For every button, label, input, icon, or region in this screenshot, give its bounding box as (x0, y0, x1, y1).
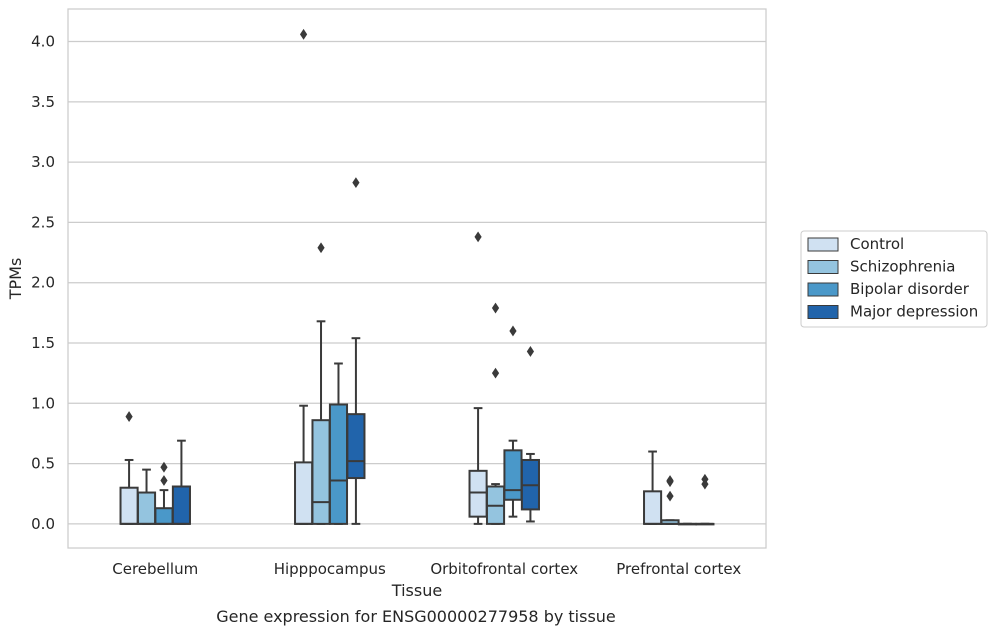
x-axis-title: Tissue (391, 581, 442, 600)
y-tick-label: 2.0 (31, 274, 55, 292)
box (468, 469, 488, 518)
box-group (294, 28, 366, 525)
box-group (643, 450, 715, 526)
legend-frame (800, 230, 988, 328)
outlier-point (160, 461, 168, 473)
box (346, 413, 366, 480)
legend-swatch (807, 305, 839, 319)
x-axis-ticks: Cerebellum Hipppocampus Orbitofrontal cort… (112, 560, 741, 578)
legend-label: Control (850, 235, 904, 253)
legend-label: Schizophrenia (850, 258, 955, 276)
box-groups (119, 28, 715, 526)
outlier-point (666, 490, 674, 502)
legend-swatch (807, 237, 839, 252)
legend-swatch (807, 260, 839, 274)
legend: Control Schizophrenia Bipolar disorder Majo… (800, 230, 988, 328)
outlier-point (491, 367, 500, 379)
outlier-point (474, 231, 482, 243)
y-tick-label: 4.0 (31, 33, 55, 51)
y-tick-label: 1.0 (31, 394, 55, 412)
x-tick-label: Orbitofrontal cortex (430, 560, 578, 578)
outlier-point (125, 411, 133, 422)
box (171, 485, 191, 525)
outlier-point (317, 242, 325, 254)
box (119, 486, 139, 525)
y-tick-label: 2.5 (31, 213, 55, 231)
x-tick-label: Cerebellum (112, 560, 198, 578)
plot-area-frame (67, 8, 767, 549)
outlier-point (666, 475, 674, 486)
x-tick-label: Hipppocampus (274, 560, 386, 578)
box (643, 490, 663, 525)
x-tick-label: Prefrontal cortex (616, 560, 741, 578)
outlier-point (491, 302, 500, 314)
legend-label: Major depression (850, 303, 978, 321)
outlier-point (299, 28, 308, 40)
y-axis-title: TPMs (6, 258, 25, 301)
y-tick-label: 0.5 (31, 455, 55, 473)
box-group (119, 411, 191, 525)
chart-caption: Gene expression for ENSG00000277958 by t… (216, 607, 616, 626)
box (154, 507, 174, 525)
y-tick-label: 3.0 (31, 153, 55, 171)
outlier-point (352, 177, 360, 189)
outlier-point (160, 475, 168, 486)
outlier-point (701, 473, 709, 485)
box (503, 449, 523, 501)
y-tick-label: 0.0 (31, 515, 55, 533)
outlier-point (526, 346, 535, 357)
y-tick-label: 3.5 (31, 93, 55, 111)
outlier-point (509, 325, 517, 337)
box (328, 403, 349, 525)
legend-label: Bipolar disorder (850, 280, 970, 298)
y-axis-ticks: 0.0 0.5 1.0 1.5 2.0 2.5 3.0 3.5 4.0 (31, 33, 55, 533)
y-tick-label: 1.5 (31, 334, 55, 352)
legend-swatch (807, 282, 839, 297)
box (311, 419, 331, 525)
box-group (468, 231, 540, 525)
box (294, 461, 314, 525)
box (136, 491, 157, 525)
